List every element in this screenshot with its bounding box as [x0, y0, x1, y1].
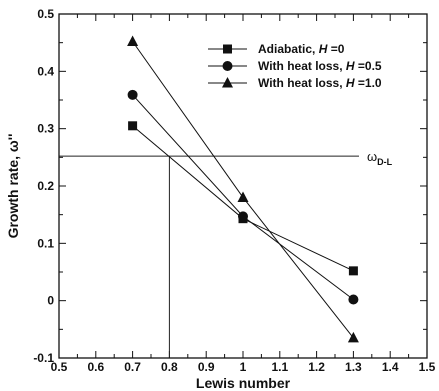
data-point-triangle — [347, 331, 359, 343]
legend-label: With heat loss, H =1.0 — [258, 76, 382, 90]
x-tick-label: 0.8 — [161, 360, 178, 374]
y-tick-label: 0.5 — [37, 7, 54, 21]
legend-entry: Adiabatic, H =0 — [208, 42, 345, 56]
series-triangle — [127, 35, 359, 343]
y-tick-label: 0.3 — [37, 122, 54, 136]
x-tick-label: 0.5 — [51, 360, 68, 374]
dl-label: ωD-L — [367, 149, 393, 167]
legend-entry: With heat loss, H =1.0 — [208, 76, 382, 90]
data-point-circle — [238, 211, 248, 222]
ticks-layer: 0.5 0.6 0.7 0.8 0.9 1 1.1 1.2 1.3 1.4 1.5 -0.1 0 0.1 0… — [33, 7, 435, 374]
y-tick-label: 0.2 — [37, 179, 54, 193]
x-tick-label: 1.3 — [345, 360, 362, 374]
legend: Adiabatic, H =0 With heat loss, H =0.5 Wit… — [208, 42, 382, 90]
data-point-circle — [348, 294, 359, 305]
x-tick-label: 1.4 — [382, 360, 399, 374]
legend-label: With heat loss, H =0.5 — [258, 59, 382, 73]
y-axis-title: Growth rate, ω'' — [5, 134, 21, 239]
legend-marker-triangle — [222, 77, 233, 88]
x-axis-title: Lewis number — [196, 375, 291, 391]
x-tick-label: 1 — [240, 360, 247, 374]
x-tick-label: 0.9 — [198, 360, 215, 374]
x-tick-label: 1.1 — [271, 360, 288, 374]
y-tick-label: -0.1 — [33, 351, 54, 365]
plot-frame — [58, 13, 428, 359]
data-point-circle — [127, 89, 138, 100]
data-point-triangle — [127, 35, 139, 47]
y-tick-label: 0.1 — [37, 236, 54, 250]
x-tick-label: 0.7 — [124, 360, 141, 374]
x-tick-label: 1.5 — [419, 360, 436, 374]
y-tick-label: 0.4 — [37, 64, 54, 78]
series-layer — [127, 35, 359, 343]
data-point-square — [348, 266, 358, 276]
legend-entry: With heat loss, H =0.5 — [208, 59, 382, 73]
legend-label: Adiabatic, H =0 — [258, 42, 345, 56]
annotation-layer: ωD-L — [59, 149, 393, 358]
data-point-triangle — [237, 191, 249, 202]
data-point-square — [128, 121, 138, 131]
legend-marker-square — [223, 44, 232, 54]
legend-marker-circle — [222, 61, 233, 71]
x-tick-label: 0.6 — [87, 360, 104, 374]
y-tick-label: 0 — [47, 294, 54, 308]
series-circle — [127, 89, 359, 305]
x-tick-label: 1.2 — [308, 360, 325, 374]
